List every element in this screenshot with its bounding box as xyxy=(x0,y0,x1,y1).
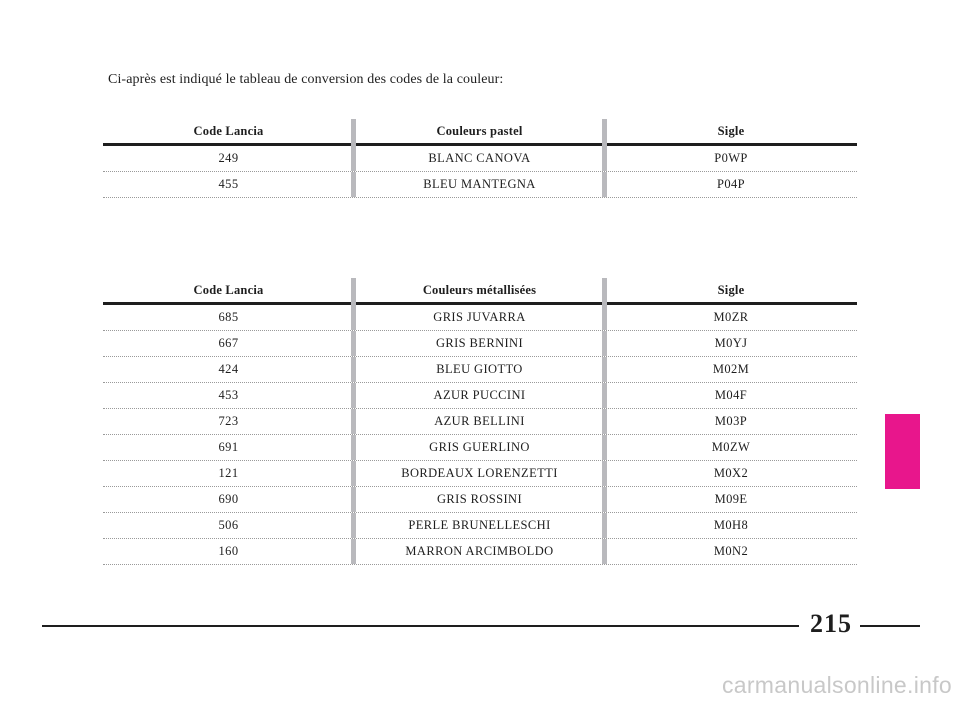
sigle-cell: M04F xyxy=(602,383,857,408)
sigle-cell: M09E xyxy=(602,487,857,512)
header-code-lancia: Code Lancia xyxy=(193,282,264,297)
footer-rule-right xyxy=(860,625,920,627)
code-cell: 160 xyxy=(218,544,239,558)
color-name-cell: BORDEAUX LORENZETTI xyxy=(351,461,605,486)
sigle-cell: M03P xyxy=(602,409,857,434)
color-name-cell: BLEU GIOTTO xyxy=(351,357,605,382)
color-name-cell: AZUR BELLINI xyxy=(351,409,605,434)
color-name-cell: PERLE BRUNELLESCHI xyxy=(351,513,605,538)
sigle-cell: P0WP xyxy=(602,146,857,171)
color-name-cell: GRIS BERNINI xyxy=(351,331,605,356)
table-row: 506 PERLE BRUNELLESCHI M0H8 xyxy=(103,513,857,539)
sigle-cell: M0YJ xyxy=(602,331,857,356)
color-name-cell: GRIS JUVARRA xyxy=(351,305,605,330)
metallic-color-table: Code Lancia Couleurs métallisées Sigle 6… xyxy=(103,278,857,565)
table-row: 690 GRIS ROSSINI M09E xyxy=(103,487,857,513)
table-row: 455 BLEU MANTEGNA P04P xyxy=(103,172,857,198)
sigle-cell: M0N2 xyxy=(602,539,857,564)
table-row: 424 BLEU GIOTTO M02M xyxy=(103,357,857,383)
header-sigle: Sigle xyxy=(602,278,857,305)
table-row: 160 MARRON ARCIMBOLDO M0N2 xyxy=(103,539,857,565)
table-row: 249 BLANC CANOVA P0WP xyxy=(103,146,857,172)
section-color-tab xyxy=(885,414,920,489)
watermark: carmanualsonline.info xyxy=(721,672,952,698)
code-cell: 249 xyxy=(218,151,239,165)
color-name-cell: GRIS GUERLINO xyxy=(351,435,605,460)
code-cell: 667 xyxy=(218,336,239,350)
color-name-cell: BLEU MANTEGNA xyxy=(351,172,605,197)
header-code-lancia: Code Lancia xyxy=(193,123,264,138)
sigle-cell: M02M xyxy=(602,357,857,382)
code-cell: 453 xyxy=(218,388,239,402)
table-row: 723 AZUR BELLINI M03P xyxy=(103,409,857,435)
code-cell: 723 xyxy=(218,414,239,428)
code-cell: 121 xyxy=(218,466,239,480)
code-cell: 691 xyxy=(218,440,239,454)
table-row: 121 BORDEAUX LORENZETTI M0X2 xyxy=(103,461,857,487)
color-name-cell: GRIS ROSSINI xyxy=(351,487,605,512)
table-row: 685 GRIS JUVARRA M0ZR xyxy=(103,305,857,331)
table-row: 691 GRIS GUERLINO M0ZW xyxy=(103,435,857,461)
header-couleurs: Couleurs pastel xyxy=(351,119,605,146)
intro-text: Ci-après est indiqué le tableau de conve… xyxy=(108,72,504,87)
code-cell: 424 xyxy=(218,362,239,376)
code-cell: 685 xyxy=(218,310,239,324)
color-name-cell: AZUR PUCCINI xyxy=(351,383,605,408)
code-cell: 455 xyxy=(218,177,239,191)
sigle-cell: P04P xyxy=(602,172,857,197)
page-number: 215 xyxy=(810,609,852,638)
color-name-cell: MARRON ARCIMBOLDO xyxy=(351,539,605,564)
table-header: Code Lancia Couleurs pastel Sigle xyxy=(103,119,857,146)
header-sigle: Sigle xyxy=(602,119,857,146)
sigle-cell: M0X2 xyxy=(602,461,857,486)
header-couleurs: Couleurs métallisées xyxy=(351,278,605,305)
sigle-cell: M0ZW xyxy=(602,435,857,460)
table-header: Code Lancia Couleurs métallisées Sigle xyxy=(103,278,857,305)
code-cell: 506 xyxy=(218,518,239,532)
table-row: 453 AZUR PUCCINI M04F xyxy=(103,383,857,409)
code-cell: 690 xyxy=(218,492,239,506)
table-row: 667 GRIS BERNINI M0YJ xyxy=(103,331,857,357)
sigle-cell: M0H8 xyxy=(602,513,857,538)
color-name-cell: BLANC CANOVA xyxy=(351,146,605,171)
pastel-color-table: Code Lancia Couleurs pastel Sigle 249 BL… xyxy=(103,119,857,198)
sigle-cell: M0ZR xyxy=(602,305,857,330)
footer-rule-left xyxy=(42,625,799,627)
